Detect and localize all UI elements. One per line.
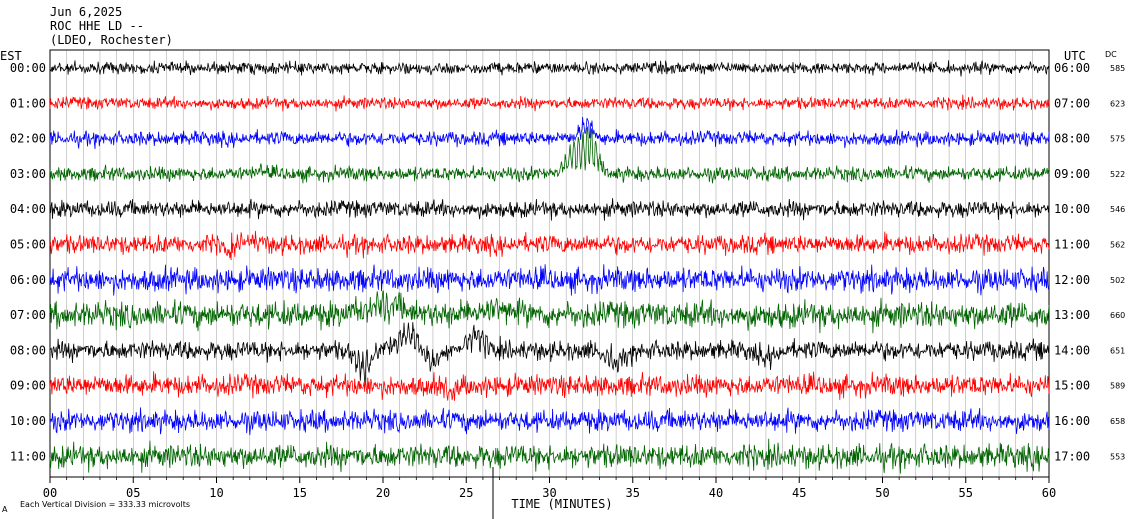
- est-hour-label: 01:00: [10, 96, 46, 110]
- x-tick-label: 60: [1042, 486, 1056, 500]
- est-axis-label: EST: [0, 49, 22, 63]
- est-hour-label: 00:00: [10, 61, 46, 75]
- x-tick-label: 30: [542, 486, 556, 500]
- trace-line-1000: [49, 407, 1050, 436]
- x-tick-label: 40: [709, 486, 723, 500]
- x-tick-label: 25: [459, 486, 473, 500]
- network-label: (LDEO, Rochester): [50, 33, 173, 47]
- utc-hour-label: 09:00: [1054, 167, 1090, 181]
- utc-hour-label: 13:00: [1054, 308, 1090, 322]
- trace-line-0500: [49, 230, 1050, 261]
- trace-line-0300: [49, 125, 1050, 184]
- dc-value-label: 660: [1110, 311, 1125, 320]
- est-hour-label: 03:00: [10, 167, 46, 181]
- utc-hour-label: 16:00: [1054, 414, 1090, 428]
- scale-note: Each Vertical Division = 333.33 microvol…: [20, 500, 190, 509]
- dc-value-label: 575: [1110, 135, 1125, 144]
- x-axis-title: TIME (MINUTES): [511, 497, 612, 511]
- utc-hour-label: 06:00: [1054, 61, 1090, 75]
- est-hour-label: 07:00: [10, 308, 46, 322]
- dc-value-label: 651: [1110, 346, 1125, 355]
- x-tick-label: 55: [959, 486, 973, 500]
- utc-hour-label: 10:00: [1054, 202, 1090, 216]
- utc-hour-label: 12:00: [1054, 273, 1090, 287]
- trace-line-0100: [49, 94, 1050, 112]
- x-tick-label: 45: [792, 486, 806, 500]
- trace-line-0700: [49, 290, 1050, 334]
- utc-hour-label: 11:00: [1054, 238, 1090, 252]
- trace-line-0400: [49, 198, 1050, 221]
- trace-line-0900: [49, 371, 1050, 401]
- trace-line-1100: [49, 438, 1050, 474]
- dc-value-label: 585: [1110, 64, 1125, 73]
- station-code: ROC HHE LD --: [50, 19, 144, 33]
- utc-hour-label: 14:00: [1054, 343, 1090, 357]
- est-hour-label: 05:00: [10, 238, 46, 252]
- dc-value-label: 658: [1110, 417, 1125, 426]
- dc-value-label: 546: [1110, 205, 1125, 214]
- est-hour-label: 09:00: [10, 379, 46, 393]
- dc-value-label: 562: [1110, 241, 1125, 250]
- utc-hour-label: 17:00: [1054, 449, 1090, 463]
- utc-hour-label: 08:00: [1054, 132, 1090, 146]
- trace-line-0200: [49, 116, 1050, 150]
- utc-hour-label: 07:00: [1054, 96, 1090, 110]
- est-hour-label: 11:00: [10, 449, 46, 463]
- trace-line-0000: [49, 60, 1050, 77]
- x-tick-label: 15: [293, 486, 307, 500]
- x-tick-label: 20: [376, 486, 390, 500]
- est-hour-label: 04:00: [10, 202, 46, 216]
- est-hour-label: 06:00: [10, 273, 46, 287]
- chart-date: Jun 6,2025: [50, 5, 123, 19]
- dc-value-label: 522: [1110, 170, 1125, 179]
- x-tick-label: 00: [43, 486, 57, 500]
- x-tick-label: 05: [126, 486, 140, 500]
- trace-line-0800: [49, 322, 1050, 383]
- dc-value-label: 553: [1110, 452, 1125, 461]
- est-hour-label: 10:00: [10, 414, 46, 428]
- trace-line-0600: [49, 264, 1050, 296]
- x-tick-label: 10: [209, 486, 223, 500]
- est-hour-label: 08:00: [10, 343, 46, 357]
- dc-value-label: 623: [1110, 99, 1125, 108]
- corner-mark: A: [2, 505, 8, 514]
- dc-axis-label: DC: [1105, 50, 1117, 59]
- x-tick-label: 50: [875, 486, 889, 500]
- utc-hour-label: 15:00: [1054, 379, 1090, 393]
- dc-value-label: 502: [1110, 276, 1125, 285]
- est-hour-label: 02:00: [10, 132, 46, 146]
- dc-value-label: 589: [1110, 382, 1125, 391]
- x-tick-label: 35: [626, 486, 640, 500]
- utc-axis-label: UTC: [1064, 49, 1086, 63]
